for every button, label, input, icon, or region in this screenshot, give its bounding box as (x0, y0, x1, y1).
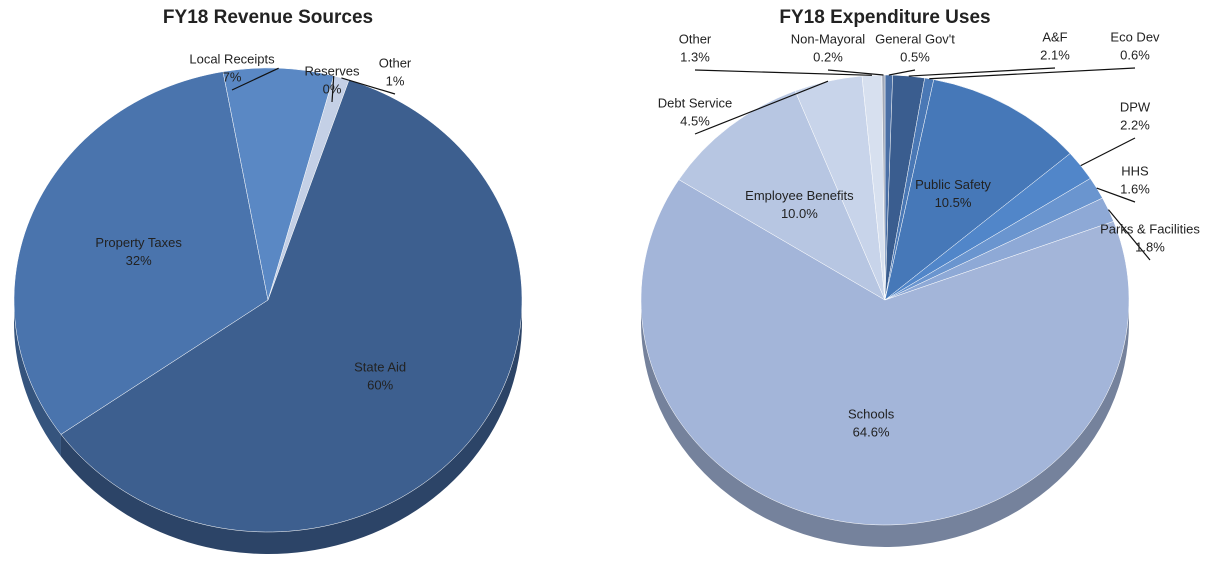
leader-line (231, 67, 279, 91)
slice-value-label: 2.1% (1040, 47, 1070, 62)
slice-label: Eco Dev (1110, 29, 1160, 44)
chart-title: FY18 Revenue Sources (163, 7, 373, 28)
slice-label: State Aid (354, 360, 406, 375)
slice-label: HHS (1121, 163, 1149, 178)
slice-label: Property Taxes (95, 235, 182, 250)
leader-line (341, 77, 396, 95)
leader-line (908, 67, 1056, 77)
slice-label: Reserves (305, 63, 360, 78)
leader-line (1080, 137, 1136, 167)
slice-value-label: 1.6% (1120, 181, 1150, 196)
slice-value-label: 7% (223, 69, 242, 84)
leader-line (694, 80, 829, 135)
slice-value-label: 1.3% (680, 49, 710, 64)
pie-slice (60, 79, 523, 533)
leader-line (1107, 209, 1151, 261)
slice-label: Other (679, 31, 712, 46)
pie-slice (678, 90, 886, 301)
slice-label: Parks & Facilities (1100, 221, 1200, 236)
slice-label: Debt Service (658, 95, 732, 110)
slice-label: Public Safety (915, 177, 991, 192)
slice-label: Local Receipts (189, 51, 275, 66)
slice-value-label: 60% (367, 378, 393, 393)
slice-value-label: 0.5% (900, 49, 930, 64)
slice-value-label: 4.5% (680, 113, 710, 128)
pie-slice (640, 179, 1130, 526)
slice-label: Employee Benefits (745, 188, 854, 203)
leader-line (827, 69, 884, 76)
chart-title: FY18 Expenditure Uses (779, 7, 990, 28)
leader-line (694, 69, 872, 76)
slice-label: A&F (1042, 29, 1067, 44)
slice-label: General Gov't (875, 31, 955, 46)
slice-label: Other (379, 55, 412, 70)
leader-line (888, 69, 916, 76)
leader-line (1096, 187, 1136, 203)
slice-value-label: 32% (126, 253, 152, 268)
slice-value-label: 64.6% (853, 425, 890, 440)
slice-value-label: 2.2% (1120, 117, 1150, 132)
slice-label: DPW (1120, 99, 1151, 114)
pie-slice (13, 71, 269, 435)
leader-line (929, 67, 1136, 80)
slice-value-label: 0.6% (1120, 47, 1150, 62)
slice-value-label: 0% (323, 81, 342, 96)
slice-value-label: 0.2% (813, 49, 843, 64)
slice-label: Schools (848, 407, 895, 422)
leader-line (331, 75, 335, 103)
slice-value-label: 10.5% (935, 195, 972, 210)
pie-side (13, 300, 61, 457)
pie-slice (884, 79, 1071, 301)
slice-value-label: 1% (386, 73, 405, 88)
slice-label: Non-Mayoral (791, 31, 866, 46)
slice-value-label: 1.8% (1135, 239, 1165, 254)
slice-value-label: 10.0% (781, 206, 818, 221)
